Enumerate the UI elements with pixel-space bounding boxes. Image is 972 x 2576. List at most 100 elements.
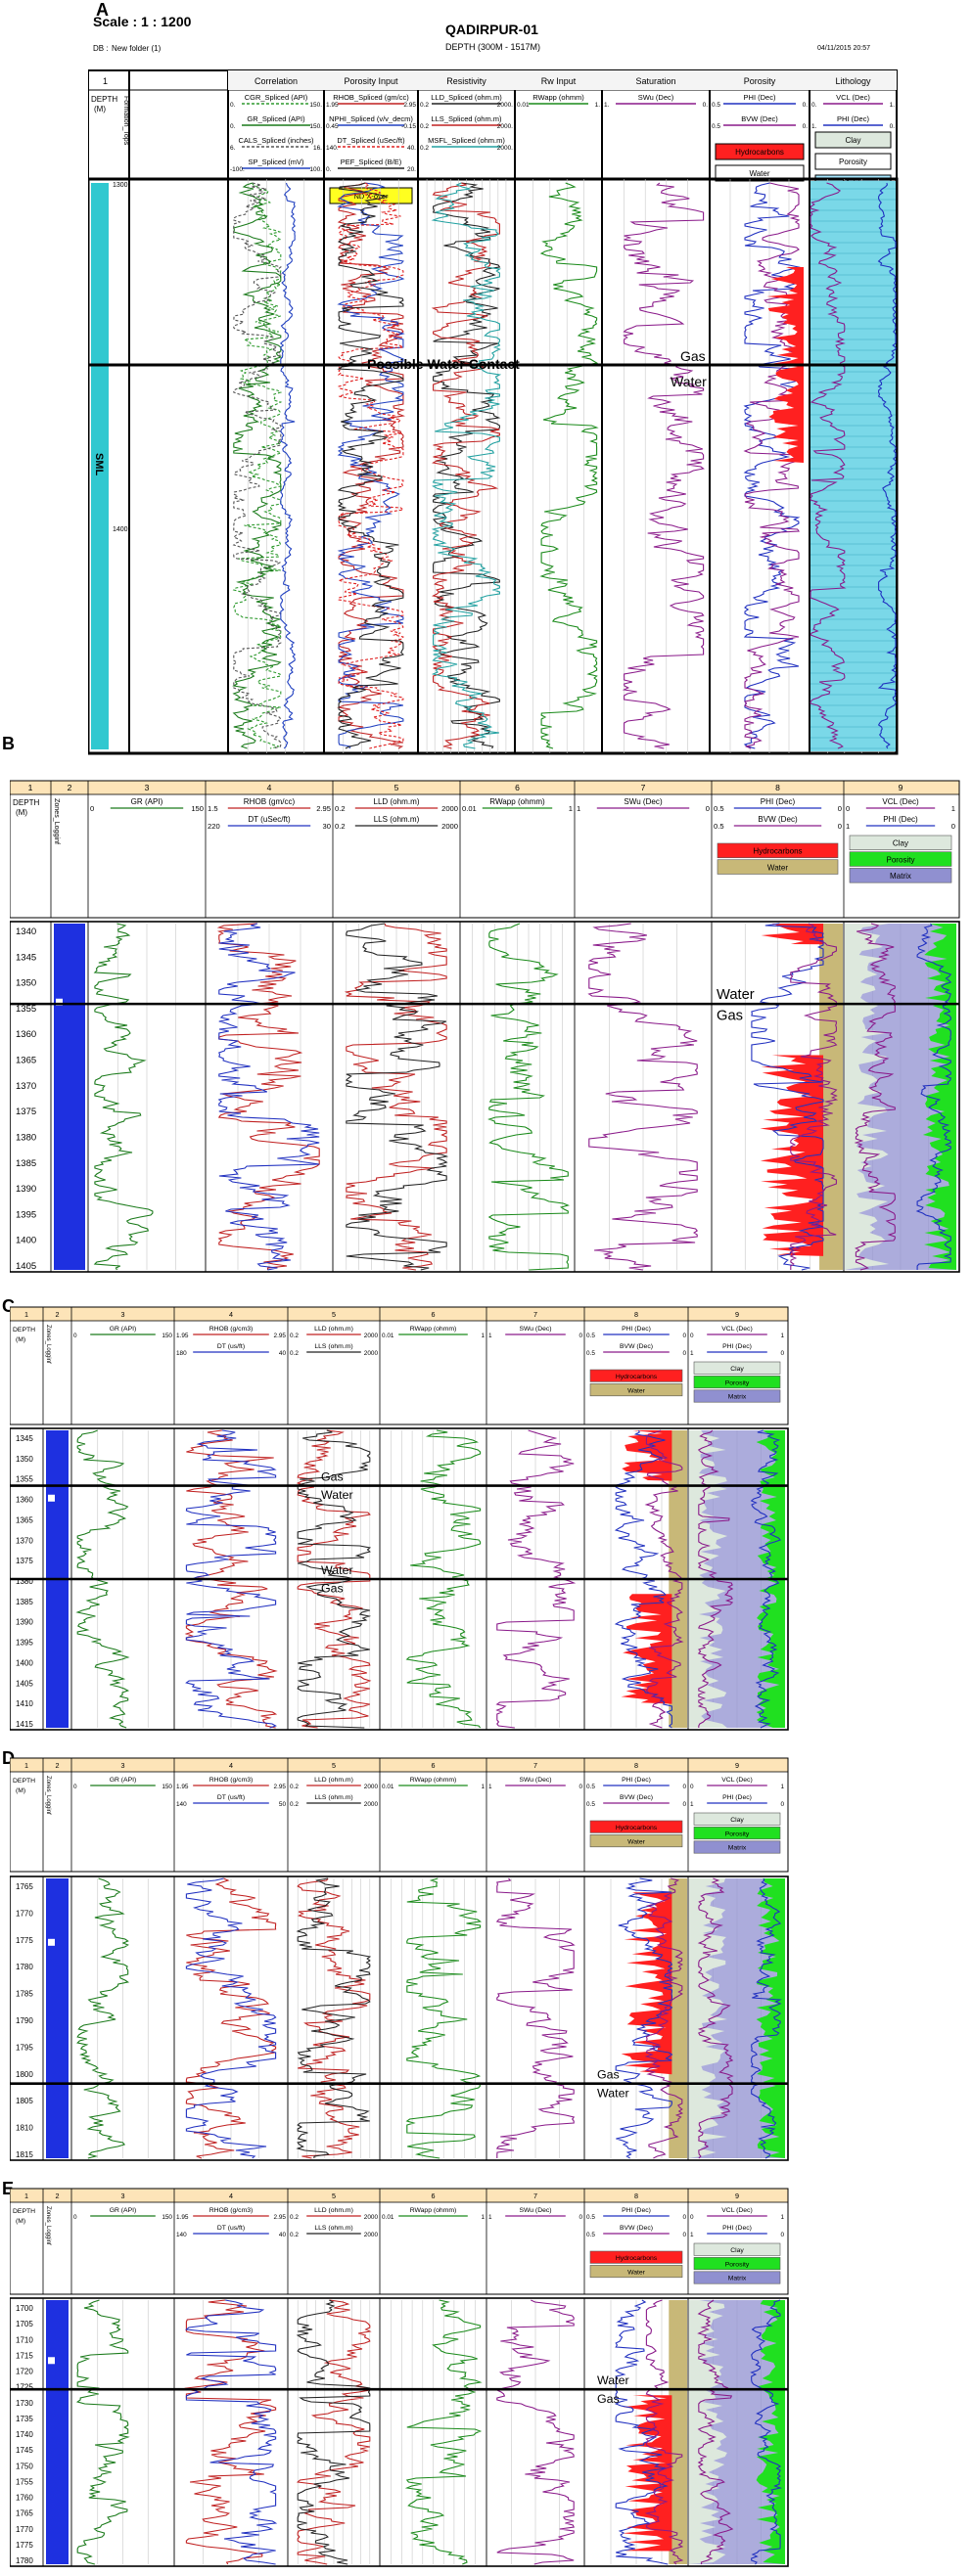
curve-name: DT_Spliced (uSec/ft)	[337, 136, 405, 145]
legend-label: Porosity	[725, 2261, 750, 2268]
depth-unit: (M)	[16, 1336, 25, 1343]
track-number: 4	[267, 783, 272, 792]
curve-name: SWu (Dec)	[624, 797, 663, 806]
legend-box	[589, 1369, 683, 1382]
db-name: New folder (1)	[112, 44, 162, 53]
scale-max: 0	[682, 1784, 686, 1790]
scale-min: 0.2	[420, 102, 429, 109]
panel-b: 1 2 3 4 5 6 7 8 9 DEPTH (M) Zones_Logginf GR (API) 0 1…	[10, 775, 972, 1288]
scale-min: 1	[690, 2232, 694, 2238]
scale-min: 0.2	[290, 1784, 299, 1790]
depth-tick-label: 1720	[16, 2368, 33, 2376]
panel-label-b: B	[2, 734, 15, 753]
track-number: 4	[229, 1761, 233, 1770]
scale-max: 150.	[309, 123, 322, 130]
depth-tick-label: 1750	[16, 2462, 33, 2470]
fluid-annotation: Water	[597, 2086, 629, 2100]
clay-fill	[689, 2300, 727, 2564]
scale-max: 0.	[803, 123, 809, 130]
panel-label-a: A	[96, 0, 109, 20]
scale-max: 0	[951, 822, 955, 831]
scale-max: 0	[579, 2214, 582, 2221]
curve-name: LLS (ohm.m)	[314, 1343, 352, 1350]
legend-box	[589, 2265, 683, 2279]
depth-tick-label: 1730	[16, 2399, 33, 2408]
depth-tick-label: 1765	[16, 1882, 33, 1891]
curve-name: PHI (Dec)	[761, 797, 796, 806]
log-curve	[184, 2299, 278, 2565]
depth-tick-label: 1390	[16, 1184, 36, 1195]
scale-max: 2000	[364, 1801, 379, 1808]
panel-a-log-chart: Scale : 1 : 1200 QADIRPUR-01 DB : New folde…	[88, 14, 899, 755]
depth-unit: (M)	[16, 808, 27, 817]
scale-max: 0	[682, 1801, 686, 1808]
curve-name: PHI (Dec)	[883, 815, 918, 824]
depth-tick-label: 1395	[16, 1639, 33, 1648]
scale-max: 2.95	[274, 1784, 287, 1790]
scale-min: 0.2	[290, 2232, 299, 2238]
curve-name: SP_Spliced (mV)	[248, 158, 304, 166]
scale-min: 0.01	[382, 1333, 394, 1339]
track-title-bg	[710, 70, 810, 90]
scale-max: 2000	[364, 1350, 379, 1357]
curve-name: RWapp (ohmm)	[410, 1777, 457, 1784]
depth-tick-label: 1780	[16, 1963, 33, 1971]
curve-name: SWu (Dec)	[638, 93, 674, 102]
track-number: 1	[24, 1761, 28, 1770]
formation-name: SML	[93, 453, 105, 476]
curve-name: PHI (Dec)	[744, 93, 776, 102]
curve-name: GR_Spliced (API)	[247, 114, 305, 123]
track-number: 5	[332, 1761, 336, 1770]
log-curve	[810, 182, 847, 749]
legend-box	[693, 2242, 781, 2256]
scale-min: 1	[488, 1333, 492, 1339]
log-curve	[750, 2299, 783, 2565]
log-curve	[93, 923, 154, 1271]
zone-marker	[48, 1494, 55, 1502]
annotation-gas: Gas	[680, 348, 706, 364]
depth-tick-label: 1810	[16, 2124, 33, 2133]
depth-tick-label: 1715	[16, 2351, 33, 2360]
log-curve	[232, 182, 283, 749]
track-number: 7	[533, 2192, 537, 2200]
track-number: 3	[121, 1761, 125, 1770]
depth-header: DEPTH	[13, 1778, 35, 1785]
log-curve	[750, 1877, 782, 2159]
fluid-annotation: Gas	[321, 1582, 344, 1596]
depth-tick-label: 1740	[16, 2430, 33, 2439]
header-frame	[10, 780, 960, 919]
scale-max: 100.	[309, 166, 322, 173]
depth-unit: (M)	[16, 2218, 25, 2225]
depth-tick-label: 1415	[16, 1720, 33, 1729]
curve-name: RHOB (gm/cc)	[244, 797, 296, 806]
track-title: Rw Input	[541, 76, 577, 86]
track-number: 8	[634, 1310, 638, 1319]
log-curve	[337, 182, 404, 749]
scale-max: 2000.	[497, 123, 513, 130]
legend-box	[849, 851, 952, 867]
depth-tick-label: 1410	[16, 1699, 33, 1708]
scale-min: 1.5	[208, 804, 218, 813]
depth-tick-label: 1370	[16, 1536, 33, 1545]
depth-tick-label: 1765	[16, 2509, 33, 2518]
scale-max: 1	[780, 1333, 784, 1339]
legend-label: Clay	[730, 1366, 744, 1373]
scale-min: 0.01	[382, 2214, 394, 2221]
zone-marker	[48, 1938, 55, 1946]
log-curve	[337, 182, 405, 749]
track-title: Porosity	[744, 76, 776, 86]
scale-min: 0.2	[290, 2214, 299, 2221]
depth-tick-label: 1705	[16, 2320, 33, 2328]
fluid-annotation: Gas	[597, 2068, 620, 2082]
scale-max: 2.95	[274, 2214, 287, 2221]
header-frame	[10, 1757, 789, 1873]
scale-min: 0.	[230, 102, 236, 109]
zones-header: Zones_Logginf	[53, 798, 61, 844]
legend-box	[814, 131, 892, 149]
scale-max: 1	[481, 1784, 485, 1790]
legend-box	[589, 2250, 683, 2264]
curve-name: PHI (Dec)	[622, 1326, 651, 1333]
depth-tick-label: 1780	[16, 2556, 33, 2565]
porosity-fill	[756, 2300, 785, 2564]
track-number: 6	[432, 2192, 436, 2200]
